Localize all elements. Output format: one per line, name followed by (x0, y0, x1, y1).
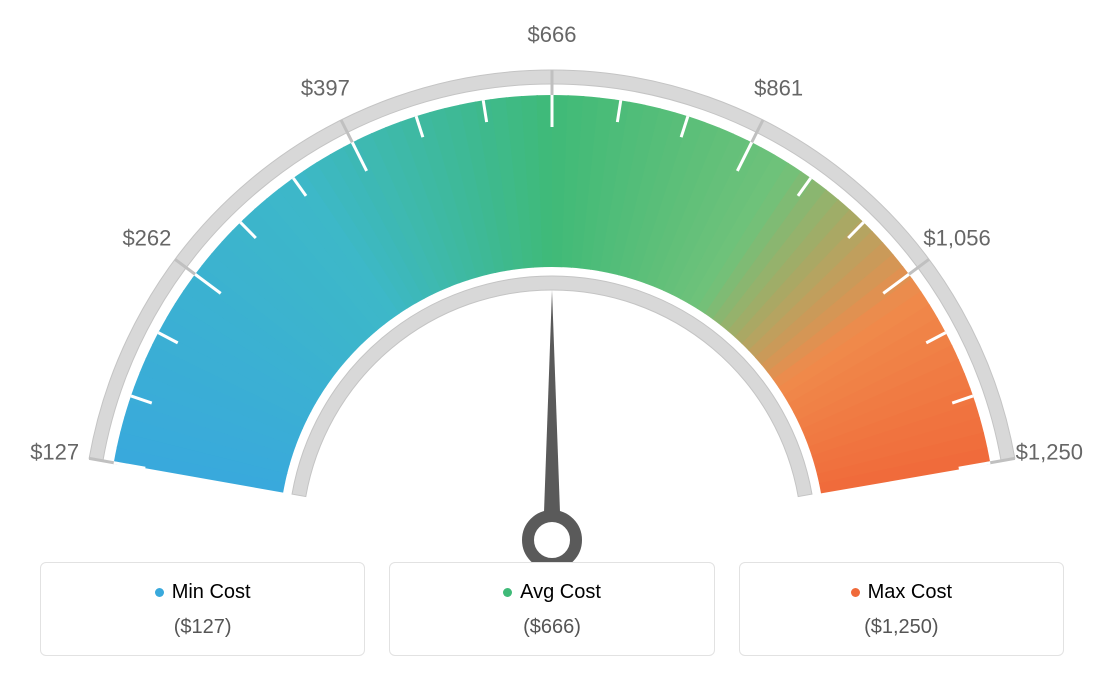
legend-card-min: Min Cost ($127) (40, 562, 365, 656)
legend-label-max: Max Cost (868, 581, 952, 604)
legend-label-min: Min Cost (172, 581, 251, 604)
svg-text:$397: $397 (301, 76, 350, 101)
legend-dot-max (851, 588, 860, 597)
legend-title-min: Min Cost (155, 581, 251, 604)
svg-text:$861: $861 (754, 76, 803, 101)
legend-row: Min Cost ($127) Avg Cost ($666) Max Cost… (0, 562, 1104, 656)
svg-text:$262: $262 (122, 225, 171, 250)
svg-text:$666: $666 (528, 22, 577, 47)
svg-text:$1,056: $1,056 (923, 225, 990, 250)
legend-dot-avg (503, 588, 512, 597)
legend-value-max: ($1,250) (750, 616, 1053, 639)
legend-value-avg: ($666) (400, 616, 703, 639)
cost-gauge-chart: $127 $262 $397 $666 $861 $1,056 $1,250 Min Cos… (0, 0, 1104, 690)
gauge-svg: $127 $262 $397 $666 $861 $1,056 $1,250 (0, 20, 1104, 580)
legend-title-max: Max Cost (851, 581, 952, 604)
svg-text:$1,250: $1,250 (1016, 439, 1083, 464)
gauge: $127 $262 $397 $666 $861 $1,056 $1,250 (0, 20, 1104, 585)
legend-dot-min (155, 588, 164, 597)
legend-card-max: Max Cost ($1,250) (739, 562, 1064, 656)
legend-card-avg: Avg Cost ($666) (389, 562, 714, 656)
svg-text:$127: $127 (30, 439, 79, 464)
legend-value-min: ($127) (51, 616, 354, 639)
legend-label-avg: Avg Cost (520, 581, 601, 604)
legend-title-avg: Avg Cost (503, 581, 601, 604)
